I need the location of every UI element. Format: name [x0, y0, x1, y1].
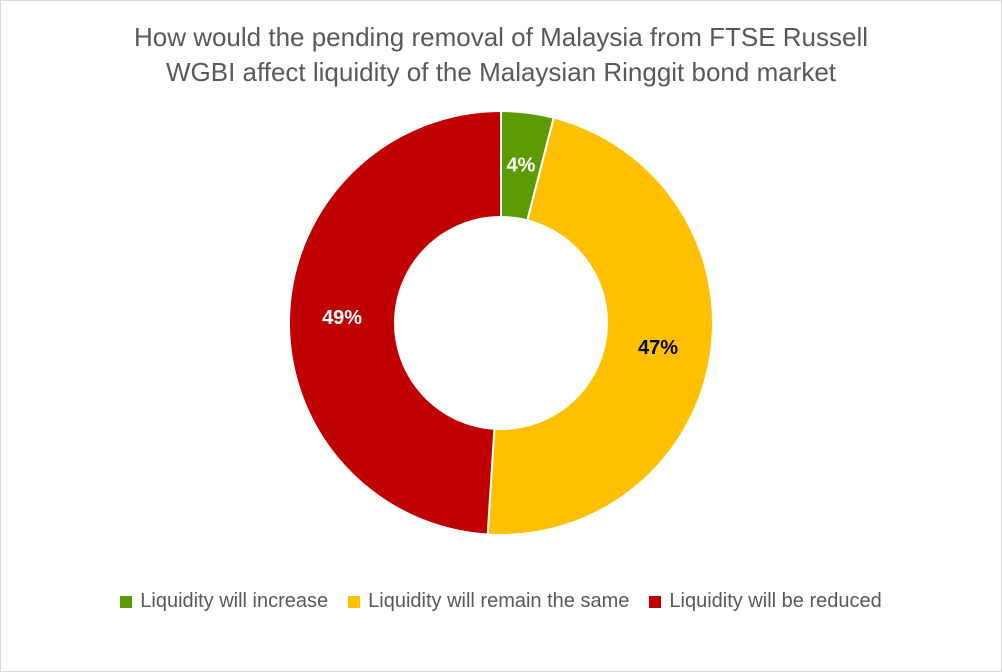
legend-item-increase: Liquidity will increase: [120, 590, 328, 613]
legend-swatch-increase: [120, 595, 133, 608]
legend-label-increase: Liquidity will increase: [140, 590, 329, 612]
data-label-reduced: 49%: [322, 307, 362, 329]
legend: Liquidity will increase Liquidity will r…: [0, 590, 1002, 613]
slice-reduced: [288, 109, 502, 536]
chart-title-line-2: WGBI affect liquidity of the Malaysian R…: [165, 57, 837, 87]
data-label-same: 47%: [638, 337, 678, 359]
legend-swatch-same: [348, 595, 361, 608]
legend-label-reduced: Liquidity will be reduced: [669, 590, 882, 612]
legend-item-same: Liquidity will remain the same: [348, 590, 629, 613]
legend-swatch-reduced: [649, 595, 662, 608]
data-label-increase: 4%: [506, 154, 535, 176]
slice-same: [486, 116, 714, 536]
chart-title: How would the pending removal of Malaysi…: [0, 20, 1002, 90]
legend-label-same: Liquidity will remain the same: [368, 590, 630, 612]
chart-title-line-1: How would the pending removal of Malaysi…: [133, 22, 869, 52]
legend-item-reduced: Liquidity will be reduced: [649, 590, 882, 613]
